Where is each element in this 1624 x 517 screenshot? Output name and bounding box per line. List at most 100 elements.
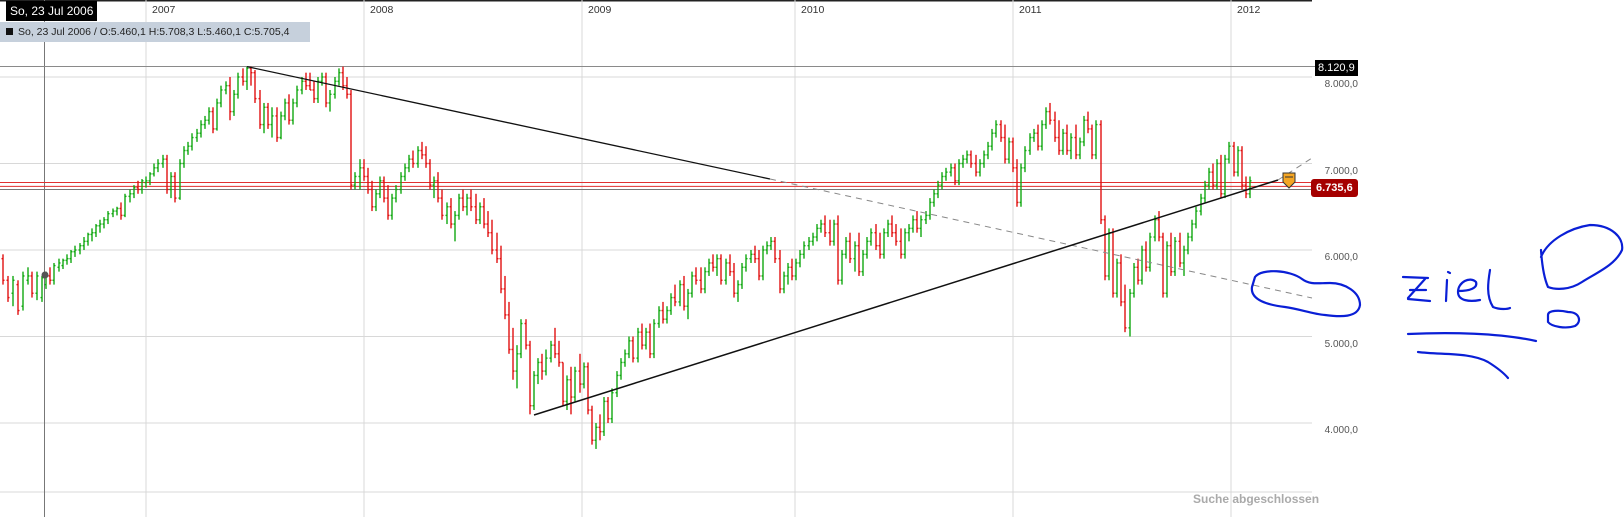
ohlc-bar bbox=[432, 176, 436, 199]
ohlc-bar bbox=[1023, 146, 1027, 173]
status-text: Suche abgeschlossen bbox=[1193, 492, 1320, 506]
ohlc-bar bbox=[1161, 232, 1165, 298]
ohlc-bar bbox=[1248, 176, 1252, 199]
ohlc-bar bbox=[94, 224, 98, 238]
ohlc-bar bbox=[790, 258, 794, 281]
ohlc-bar bbox=[190, 133, 194, 151]
ohlc-bar bbox=[782, 271, 786, 294]
ohlc-bar bbox=[495, 232, 499, 263]
ohlc-bar bbox=[40, 275, 44, 302]
ohlc-bar bbox=[532, 371, 536, 411]
ohlc-bar bbox=[765, 241, 769, 255]
ohlc-bar bbox=[678, 280, 682, 307]
ohlc-bar bbox=[1090, 124, 1094, 160]
ohlc-bar bbox=[999, 120, 1003, 142]
ohlc-bar bbox=[258, 89, 262, 129]
ohlc-bar bbox=[386, 185, 390, 220]
ohlc-bar bbox=[324, 72, 328, 108]
ohlc-bar bbox=[703, 267, 707, 294]
ohlc-bar bbox=[165, 154, 169, 194]
ohlc-bar bbox=[102, 217, 106, 229]
ohlc-bar bbox=[482, 198, 486, 229]
ohlc-bar bbox=[1082, 115, 1086, 147]
ohlc-bar bbox=[207, 107, 211, 125]
y-tick-label: 4.000,0 bbox=[1324, 425, 1358, 436]
ohlc-bar bbox=[869, 228, 873, 246]
ohlc-bar bbox=[279, 111, 283, 140]
ohlc-bar bbox=[440, 189, 444, 220]
ohlc-bar bbox=[848, 232, 852, 263]
ohlc-bar bbox=[156, 159, 160, 173]
downtrend-line bbox=[246, 65, 771, 180]
ohlc-bar bbox=[1107, 228, 1111, 281]
ohlc-bar bbox=[328, 89, 332, 112]
ohlc-bar bbox=[378, 176, 382, 199]
ohlc-bar bbox=[657, 306, 661, 328]
ohlc-bar bbox=[30, 271, 34, 298]
ohlc-bar bbox=[203, 115, 207, 129]
ohlc-bar bbox=[1032, 128, 1036, 142]
ohlc-bar bbox=[362, 159, 366, 181]
ohlc-bar bbox=[57, 258, 61, 272]
ohlc-bar bbox=[106, 211, 110, 225]
ohlc-bar bbox=[16, 280, 20, 315]
ohlc-bar bbox=[478, 202, 482, 225]
ohlc-bar bbox=[1011, 137, 1015, 173]
ohlc-bar bbox=[503, 275, 507, 320]
ohlc-bar bbox=[736, 280, 740, 302]
ohlc-bar bbox=[969, 150, 973, 168]
ohlc-bar bbox=[69, 250, 73, 263]
ohlc-bar bbox=[857, 232, 861, 276]
ohlc-bar bbox=[316, 77, 320, 103]
ohlc-bar bbox=[1223, 154, 1227, 199]
ohlc-bar bbox=[1069, 133, 1073, 160]
ohlc-bar bbox=[544, 349, 548, 376]
ohlc-bar bbox=[769, 237, 773, 250]
ohlc-bar bbox=[403, 163, 407, 181]
ohlc-bar bbox=[928, 198, 932, 220]
ohlc-bar bbox=[1144, 241, 1148, 272]
ohlc-bar bbox=[686, 288, 690, 320]
ohlc-bar bbox=[262, 102, 266, 134]
ohlc-bar bbox=[761, 245, 765, 281]
ohlc-bar bbox=[65, 254, 69, 265]
ohlc-bar bbox=[1190, 219, 1194, 242]
ohlc-bar bbox=[899, 228, 903, 259]
ohlc-bar bbox=[786, 262, 790, 285]
ohlc-bar bbox=[578, 353, 582, 393]
ohlc-bar bbox=[224, 81, 228, 95]
ohlc-bar bbox=[836, 215, 840, 285]
ziel-letter-e bbox=[1456, 278, 1482, 302]
ohlc-bar bbox=[333, 77, 337, 99]
ohlc-bar bbox=[652, 319, 656, 359]
ohlc-bar bbox=[874, 224, 878, 250]
ohlc-bar bbox=[358, 159, 362, 190]
ohlc-bar bbox=[353, 172, 357, 190]
ohlc-bar bbox=[399, 172, 403, 194]
ohlc-bar bbox=[573, 366, 577, 402]
uptrend-line bbox=[533, 179, 1279, 416]
ohlc-bar bbox=[128, 189, 132, 203]
ohlc-bar bbox=[882, 228, 886, 259]
exclamation-mark-body bbox=[1539, 223, 1624, 290]
ohlc-bar bbox=[11, 275, 15, 307]
ohlc-bar bbox=[936, 180, 940, 199]
ohlc-bar bbox=[690, 271, 694, 298]
ohlc-bar bbox=[644, 327, 648, 350]
ohlc-bar bbox=[1173, 237, 1177, 276]
ohlc-bar bbox=[636, 327, 640, 363]
ohlc-bar bbox=[215, 98, 219, 131]
ohlc-bar bbox=[86, 232, 90, 246]
target-ellipse-annotation bbox=[1250, 270, 1362, 318]
ohlc-bar bbox=[699, 267, 703, 294]
year-label-2011: 2011 bbox=[1019, 4, 1042, 16]
ohlc-bar bbox=[974, 154, 978, 177]
crosshair-date-label: So, 23 Jul 2006 bbox=[6, 1, 98, 21]
ohlc-bar bbox=[719, 254, 723, 285]
ohlc-bar bbox=[1165, 241, 1169, 298]
ohlc-bar bbox=[73, 245, 77, 257]
ohlc-bar bbox=[6, 275, 10, 302]
ohlc-bar bbox=[682, 275, 686, 311]
